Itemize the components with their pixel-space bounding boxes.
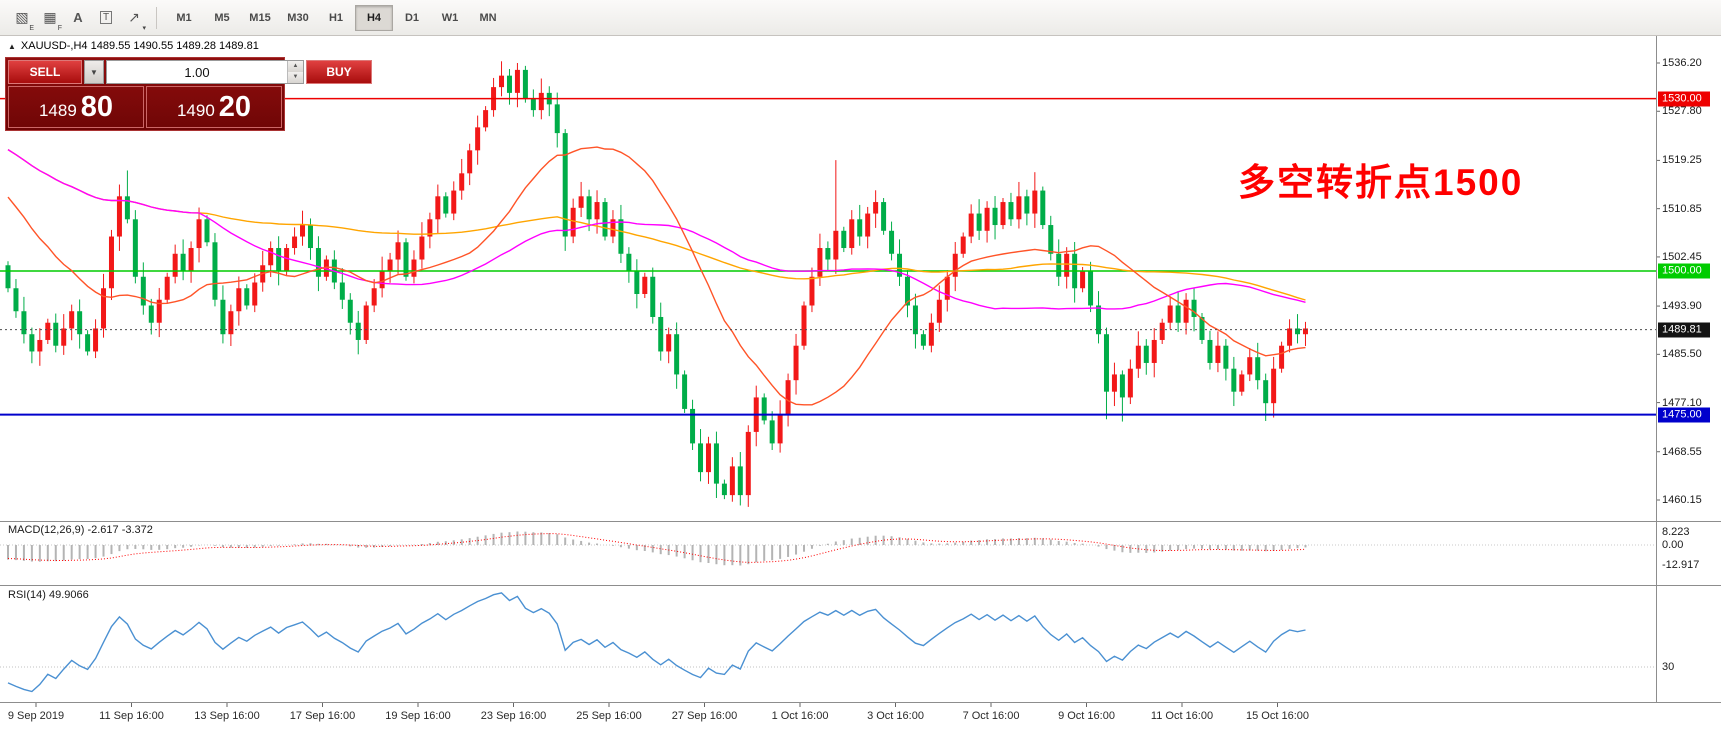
buy-button[interactable]: BUY bbox=[306, 60, 372, 84]
one-click-trade-panel: SELL ▼ ▲ ▼ BUY 1489 80 1490 20 bbox=[5, 57, 372, 131]
macd-panel[interactable] bbox=[0, 521, 1656, 585]
timeframe-button-m1[interactable]: M1 bbox=[176, 11, 192, 24]
price-axis[interactable] bbox=[1657, 36, 1721, 702]
macd-indicator-label: MACD(12,26,9) -2.617 -3.372 bbox=[8, 524, 153, 536]
timeframe-button-m5[interactable]: M5 bbox=[214, 11, 230, 24]
buy-price-pips: 20 bbox=[218, 91, 252, 123]
timeframe-button-d1[interactable]: D1 bbox=[404, 11, 420, 24]
volume-dropdown-button[interactable]: ▼ bbox=[84, 60, 104, 84]
sell-quote: 1489 80 bbox=[8, 86, 144, 128]
buy-price-main: 1490 bbox=[176, 101, 215, 120]
toolbar-separator bbox=[156, 6, 157, 29]
buy-quote: 1490 20 bbox=[146, 86, 282, 128]
volume-up-icon[interactable]: ▲ bbox=[288, 61, 303, 72]
annotation-text: 多空转折点1500 bbox=[1238, 162, 1524, 203]
timeframe-group: M1 M5 M15 M30 H1 H4 D1 W1 MN bbox=[165, 4, 507, 31]
symbol-info-line: ▲ XAUUSD-,H4 1489.55 1490.55 1489.28 148… bbox=[8, 40, 259, 52]
macd-panel-border bbox=[0, 521, 1721, 522]
sell-price-pips: 80 bbox=[80, 91, 114, 123]
volume-input[interactable] bbox=[107, 61, 287, 83]
volume-down-icon[interactable]: ▼ bbox=[288, 72, 303, 83]
timeframe-button-h1[interactable]: H1 bbox=[328, 11, 344, 24]
timeframe-button-m15[interactable]: M15 bbox=[249, 11, 271, 24]
toolbar: ▧ E ▦ F A T ↗ ▾ M1 M5 M15 M30 H1 H4 D1 W1 MN bbox=[0, 0, 1721, 36]
one-click-toggle-icon[interactable]: ▲ bbox=[8, 41, 16, 51]
time-axis[interactable] bbox=[0, 702, 1656, 732]
timeframe-button-w1[interactable]: W1 bbox=[441, 11, 459, 24]
sell-price-main: 1489 bbox=[38, 101, 77, 120]
time-axis-border bbox=[0, 702, 1721, 703]
timeframe-button-m30[interactable]: M30 bbox=[287, 11, 309, 24]
symbol-ohlc-label: XAUUSD-,H4 1489.55 1490.55 1489.28 1489.… bbox=[20, 40, 259, 52]
price-axis-border bbox=[1656, 36, 1657, 702]
rsi-panel[interactable] bbox=[0, 585, 1656, 702]
arrow-tool-icon[interactable]: ↗ ▾ bbox=[128, 9, 146, 32]
rsi-indicator-label: RSI(14) 49.9066 bbox=[8, 589, 89, 601]
text-box-icon[interactable]: T bbox=[92, 4, 120, 32]
volume-box: ▲ ▼ bbox=[106, 60, 304, 84]
sell-button[interactable]: SELL bbox=[8, 60, 82, 84]
rsi-panel-border bbox=[0, 585, 1721, 586]
hatch-pattern-icon[interactable]: ▧ E bbox=[15, 9, 34, 32]
drawing-tools-group: ▧ E ▦ F A T ↗ ▾ bbox=[8, 4, 148, 32]
volume-spinner: ▲ ▼ bbox=[287, 61, 303, 83]
grid-list-icon[interactable]: ▦ F bbox=[43, 9, 62, 32]
timeframe-button-h4[interactable]: H4 bbox=[355, 4, 393, 31]
text-label-icon[interactable]: A bbox=[73, 10, 83, 25]
timeframe-button-mn[interactable]: MN bbox=[479, 11, 497, 24]
